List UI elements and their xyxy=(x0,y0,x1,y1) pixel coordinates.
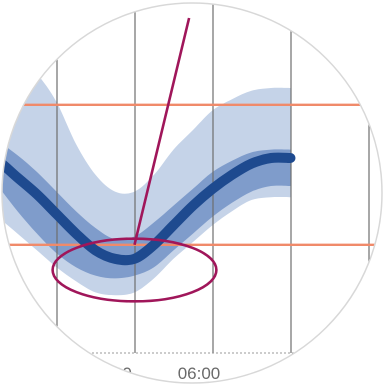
annotation-pointer-line xyxy=(133,17,191,246)
annotation xyxy=(51,17,218,303)
threshold-lines xyxy=(2,103,382,247)
annotation-ellipse xyxy=(51,237,218,303)
median-series xyxy=(2,144,296,266)
x-axis-band xyxy=(92,354,382,383)
median-line xyxy=(2,144,296,266)
x-tick-label-2: 08 xyxy=(263,364,282,383)
x-tick-label-1: 06:00 xyxy=(178,364,221,383)
x-tick-label-0: :00 xyxy=(108,364,132,383)
